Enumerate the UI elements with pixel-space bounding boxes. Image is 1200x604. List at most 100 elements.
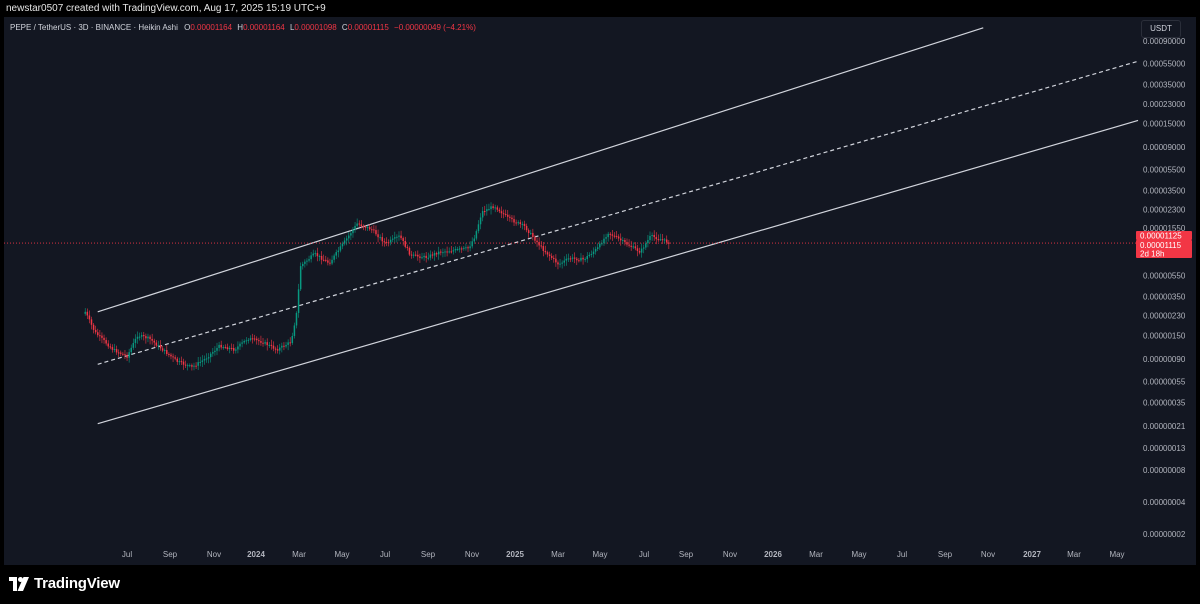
candle-body [548,254,551,256]
candle-body [437,251,440,255]
candle-body [218,344,220,348]
candle-body [412,254,415,256]
x-tick-label: May [851,550,866,559]
x-tick-label: Sep [163,550,178,559]
candle-body [111,347,114,350]
currency-button[interactable]: USDT [1141,20,1181,38]
change-value: −0.00000049 (−4.21%) [394,23,476,32]
candle-body [320,256,323,260]
time-axis[interactable] [4,545,1136,565]
open-value: 0.00001164 [190,23,233,32]
candle-body [337,250,340,253]
y-tick-label: 0.00002300 [1143,206,1186,215]
watermark-header: newstar0507 created with TradingView.com… [0,0,1200,17]
symbol-title[interactable]: PEPE / TetherUS · 3D · BINANCE · Heikin … [10,23,178,32]
candle-body [126,355,128,358]
candle-body [184,364,187,366]
candle-body [201,360,204,362]
candle-body [460,248,463,250]
chart-pane[interactable]: 0.00090000 0.00055000 0.00035000 0.00023000… [4,17,1196,565]
candle-body [550,255,553,258]
candle-body [555,258,557,263]
candle-body [354,225,356,230]
candle-body [619,238,622,241]
candle-body [153,340,155,343]
candle-body [159,345,162,349]
candle-body [174,357,176,359]
candle-body [532,232,534,238]
candle-body [212,352,214,354]
channel-line-lower[interactable] [97,119,1139,425]
candle-body [653,234,655,238]
candle-body [304,261,306,264]
candle-body [557,262,559,265]
tradingview-logo-icon [9,576,29,591]
candle-body [331,259,333,264]
candle-body [371,229,373,231]
candle-body [88,315,91,320]
candle-body [511,217,513,220]
candle-body [270,344,273,346]
x-tick-label: 2024 [247,550,265,559]
candle-body [640,248,643,253]
candle-body [279,347,281,351]
candle-body [580,257,582,261]
candle-body [601,243,603,245]
y-tick-label: 0.00055000 [1143,60,1186,69]
candle-body [488,209,490,211]
candle-body [624,240,626,243]
candle-body [448,251,450,253]
y-tick-label: 0.00001550 [1143,224,1186,233]
candle-body [124,354,126,356]
channel-line-middle[interactable] [97,60,1139,365]
candle-body [276,349,279,351]
candle-body [322,259,325,261]
x-tick-label: 2026 [764,550,782,559]
candle-body [151,338,153,341]
candle-body [519,222,522,225]
candle-body [414,254,417,256]
candle-body [665,239,668,243]
x-tick-label: Jul [380,550,390,559]
candle-body [565,258,568,261]
price-tag-current-text: 0.00001115 [1140,241,1182,250]
candle-body [617,236,620,239]
candle-body [452,250,455,252]
candle-body [638,250,641,253]
y-tick-label: 0.00000350 [1143,292,1186,301]
x-tick-label: May [1109,550,1124,559]
candle-body [107,343,109,347]
price-axis[interactable] [1136,17,1196,565]
x-tick-label: May [334,550,349,559]
candle-body [494,207,496,209]
candle-body [281,345,283,348]
candle-body [477,224,480,232]
candle-body [484,211,486,213]
candle-body [385,241,388,243]
y-tick-label: 0.00035000 [1143,80,1186,89]
candle-body [199,361,202,363]
x-tick-label: 2027 [1023,550,1041,559]
close-value: 0.00001115 [347,23,389,32]
candle-body [166,350,168,354]
candle-body [435,253,438,255]
y-tick-label: 0.00000002 [1143,530,1186,539]
candle-body [454,249,457,251]
y-tick-label: 0.00005500 [1143,166,1186,175]
candle-body [264,342,266,344]
price-chart[interactable]: 0.00090000 0.00055000 0.00035000 0.00023000… [4,17,1196,565]
candle-body [389,239,392,243]
candle-body [341,243,344,247]
candle-body [569,258,572,260]
candle-body [92,324,95,330]
channel-line-upper[interactable] [97,27,984,313]
candle-body [651,234,653,236]
candle-body [592,251,595,254]
candle-body [128,352,130,358]
candle-body [289,342,291,344]
candle-body [299,266,302,290]
candle-body [161,348,164,351]
candle-body [297,289,300,313]
candle-body [387,242,390,244]
candle-body [157,345,160,347]
